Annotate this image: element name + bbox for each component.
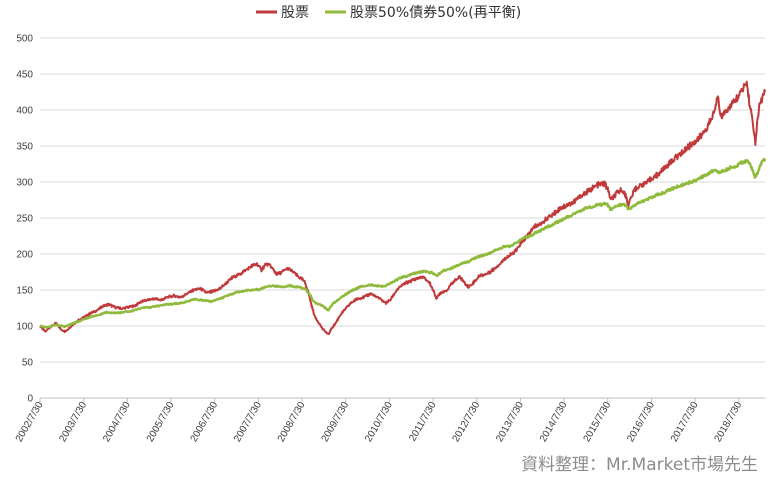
y-tick-label: 0	[27, 394, 33, 405]
y-tick-label: 100	[16, 322, 33, 333]
x-tick-label: 2017/7/30	[669, 400, 701, 444]
gridlines	[40, 37, 765, 363]
x-tick-label: 2005/7/30	[145, 400, 177, 444]
x-tick-label: 2007/7/30	[232, 400, 264, 444]
series-line-balanced	[39, 157, 767, 329]
y-axis-tick-labels: 0 50 100 150 200 250 300 350 400 450 500	[16, 34, 33, 405]
source-credit: 資料整理：Mr.Market市場先生	[521, 455, 758, 475]
y-tick-label: 500	[16, 34, 33, 45]
x-tick-label: 2008/7/30	[276, 400, 308, 444]
x-tick-label: 2014/7/30	[538, 400, 570, 444]
x-tick-label: 2003/7/30	[57, 400, 89, 444]
x-axis-tick-labels: 2002/7/30 2003/7/30 2004/7/30 2005/7/30 2006…	[14, 398, 745, 444]
legend-label-balanced: 股票50%債券50%(再平衡)	[350, 5, 521, 21]
chart-legend: 股票 股票50%債券50%(再平衡)	[256, 5, 521, 21]
x-tick-label: 2004/7/30	[101, 400, 133, 444]
x-tick-label: 2002/7/30	[14, 400, 46, 444]
x-tick-label: 2006/7/30	[189, 400, 221, 444]
x-tick-label: 2016/7/30	[625, 400, 657, 444]
y-tick-label: 250	[16, 214, 33, 225]
y-tick-label: 200	[16, 250, 33, 261]
series-lines	[39, 80, 767, 336]
y-tick-label: 300	[16, 178, 33, 189]
y-tick-label: 350	[16, 142, 33, 153]
series-line-stocks	[39, 80, 766, 336]
y-tick-label: 450	[16, 70, 33, 81]
x-tick-label: 2018/7/30	[713, 400, 745, 444]
x-tick-label: 2012/7/30	[451, 400, 483, 444]
x-tick-label: 2009/7/30	[320, 400, 352, 444]
x-tick-label: 2010/7/30	[363, 400, 395, 444]
legend-label-stocks: 股票	[281, 5, 309, 21]
x-tick-label: 2011/7/30	[407, 400, 439, 444]
x-tick-label: 2013/7/30	[494, 400, 526, 444]
y-tick-label: 400	[16, 106, 33, 117]
x-tick-label: 2015/7/30	[582, 400, 614, 444]
y-tick-label: 50	[22, 358, 34, 369]
y-tick-label: 150	[16, 286, 33, 297]
